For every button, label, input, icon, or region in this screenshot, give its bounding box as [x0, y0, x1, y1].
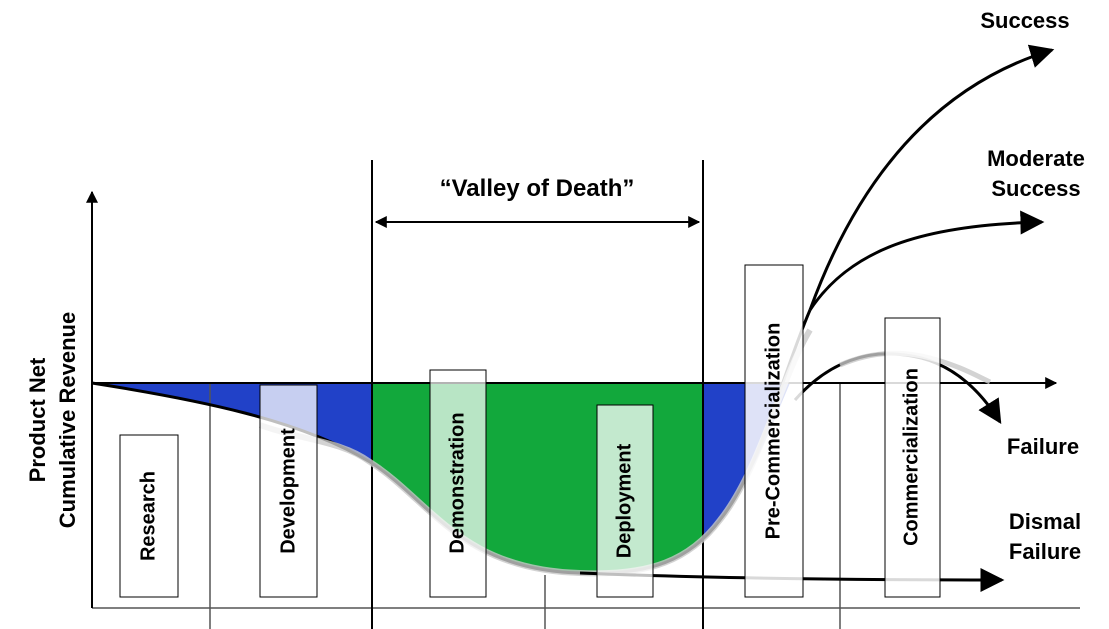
- stage-label: Research: [137, 471, 159, 561]
- stage-label: Development: [277, 428, 299, 554]
- outcome-label: Success: [991, 176, 1080, 201]
- outcome-label: Failure: [1007, 434, 1079, 459]
- outcome-label: Success: [980, 8, 1069, 33]
- y-axis-label: Cumulative Revenue: [55, 312, 80, 528]
- phase-lines: [92, 383, 1080, 629]
- outcome-label: Failure: [1009, 539, 1081, 564]
- stage-label: Pre-Commercialization: [762, 323, 784, 540]
- stage-label: Deployment: [613, 443, 635, 558]
- valley-bounds: [371, 160, 704, 629]
- stage-label: Commercialization: [900, 368, 922, 546]
- outcome-label: Dismal: [1009, 509, 1081, 534]
- outcome-label: Moderate: [987, 146, 1085, 171]
- y-axis-label: Product Net: [25, 357, 50, 482]
- valley-label: “Valley of Death”: [440, 175, 635, 202]
- stage-boxes: [119, 264, 941, 598]
- stage-label: Demonstration: [446, 412, 468, 553]
